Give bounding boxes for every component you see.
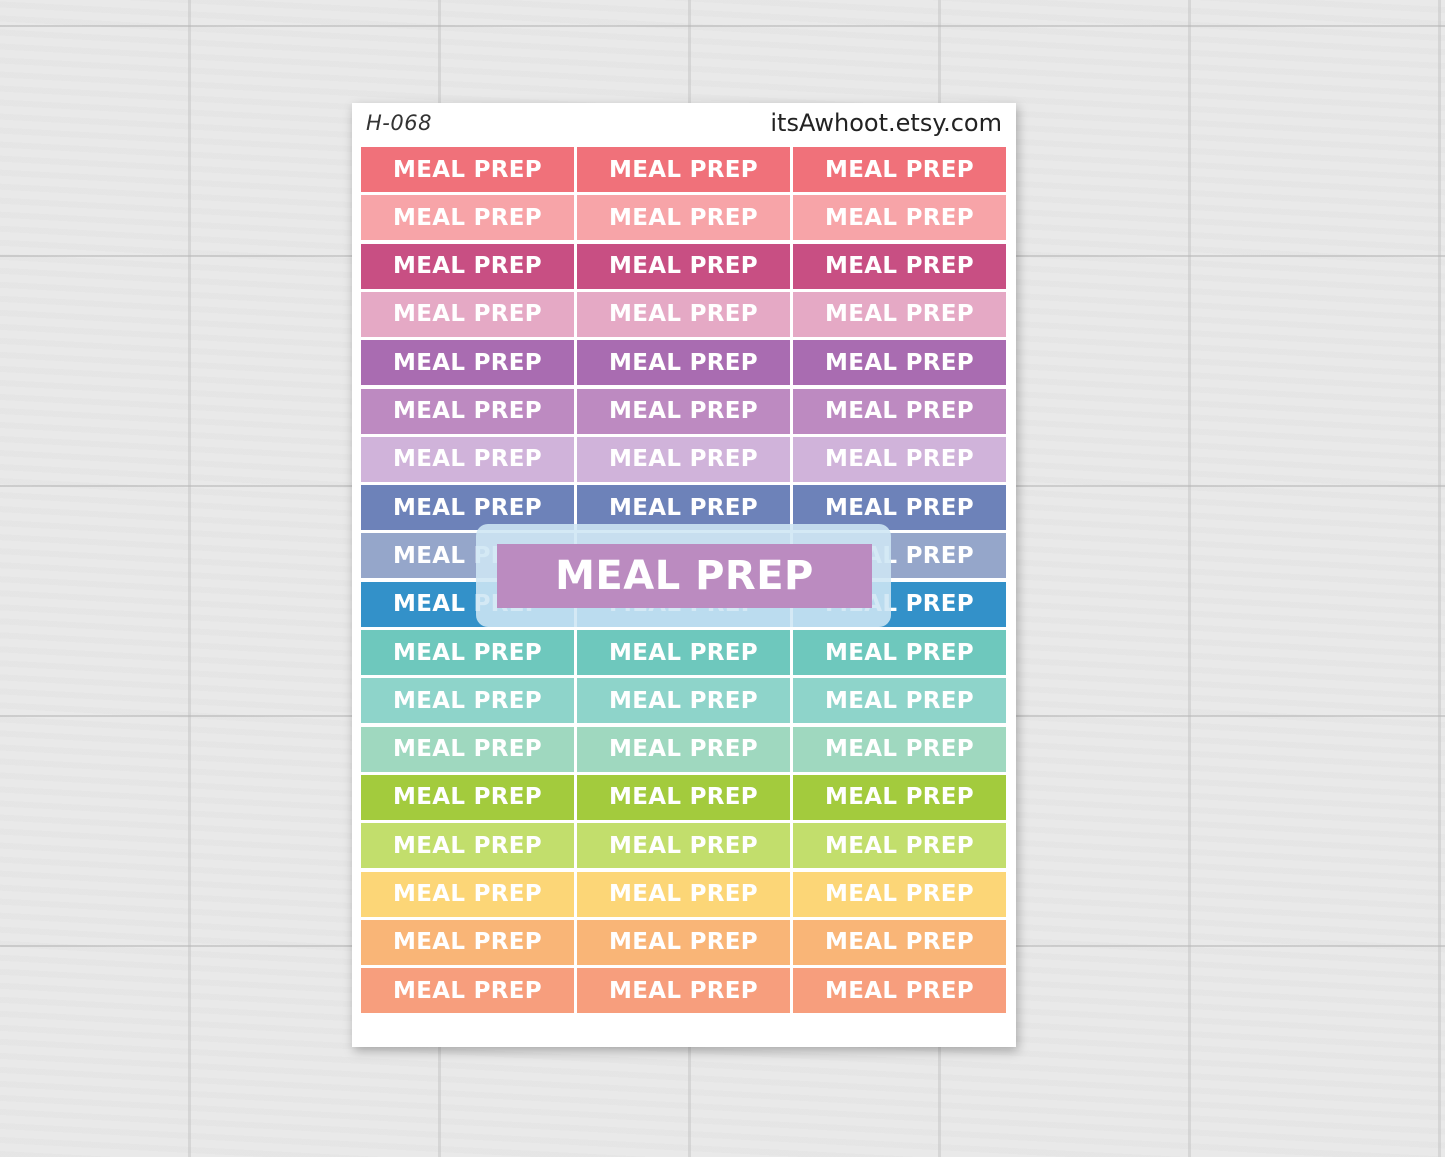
sticker-cell: MEAL PREP bbox=[361, 678, 574, 724]
sticker-cell: MEAL PREP bbox=[361, 340, 574, 386]
sticker-cell: MEAL PREP bbox=[361, 291, 574, 337]
sticker-cell: MEAL PREP bbox=[577, 871, 790, 917]
sticker-cell: MEAL PREP bbox=[577, 340, 790, 386]
sticker-cell: MEAL PREP bbox=[793, 195, 1006, 241]
preview-sticker: MEAL PREP bbox=[497, 544, 872, 608]
sticker-cell: MEAL PREP bbox=[361, 243, 574, 289]
sticker-cell: MEAL PREP bbox=[577, 678, 790, 724]
sticker-cell: MEAL PREP bbox=[361, 968, 574, 1014]
sticker-cell: MEAL PREP bbox=[577, 630, 790, 675]
sticker-cell: MEAL PREP bbox=[793, 871, 1006, 917]
sticker-cell: MEAL PREP bbox=[793, 291, 1006, 337]
sticker-cell: MEAL PREP bbox=[577, 147, 790, 192]
sticker-cell: MEAL PREP bbox=[577, 291, 790, 337]
sticker-cell: MEAL PREP bbox=[361, 871, 574, 917]
sticker-cell: MEAL PREP bbox=[577, 436, 790, 482]
sticker-cell: MEAL PREP bbox=[577, 774, 790, 820]
sticker-cell: MEAL PREP bbox=[361, 630, 574, 675]
sticker-cell: MEAL PREP bbox=[577, 485, 790, 531]
sticker-cell: MEAL PREP bbox=[577, 195, 790, 241]
sticker-cell: MEAL PREP bbox=[361, 388, 574, 434]
product-code: H-068 bbox=[366, 111, 432, 135]
sticker-cell: MEAL PREP bbox=[793, 774, 1006, 820]
sticker-cell: MEAL PREP bbox=[577, 968, 790, 1014]
sticker-cell: MEAL PREP bbox=[361, 726, 574, 772]
sticker-cell: MEAL PREP bbox=[577, 726, 790, 772]
sticker-cell: MEAL PREP bbox=[361, 147, 574, 192]
sticker-cell: MEAL PREP bbox=[577, 823, 790, 869]
sticker-cell: MEAL PREP bbox=[793, 823, 1006, 869]
sticker-cell: MEAL PREP bbox=[793, 630, 1006, 675]
sticker-cell: MEAL PREP bbox=[793, 340, 1006, 386]
sticker-cell: MEAL PREP bbox=[793, 436, 1006, 482]
sticker-cell: MEAL PREP bbox=[793, 243, 1006, 289]
sticker-cell: MEAL PREP bbox=[793, 678, 1006, 724]
sticker-cell: MEAL PREP bbox=[793, 968, 1006, 1014]
sticker-cell: MEAL PREP bbox=[361, 823, 574, 869]
shop-url: itsAwhoot.etsy.com bbox=[770, 109, 1002, 137]
sticker-cell: MEAL PREP bbox=[577, 388, 790, 434]
sticker-cell: MEAL PREP bbox=[793, 485, 1006, 531]
sticker-cell: MEAL PREP bbox=[361, 436, 574, 482]
sticker-cell: MEAL PREP bbox=[361, 485, 574, 531]
sticker-cell: MEAL PREP bbox=[361, 919, 574, 965]
sticker-cell: MEAL PREP bbox=[577, 243, 790, 289]
sticker-cell: MEAL PREP bbox=[793, 919, 1006, 965]
sticker-cell: MEAL PREP bbox=[361, 774, 574, 820]
sticker-cell: MEAL PREP bbox=[577, 919, 790, 965]
sticker-cell: MEAL PREP bbox=[793, 388, 1006, 434]
sticker-cell: MEAL PREP bbox=[793, 726, 1006, 772]
sticker-cell: MEAL PREP bbox=[793, 147, 1006, 192]
sticker-cell: MEAL PREP bbox=[361, 195, 574, 241]
